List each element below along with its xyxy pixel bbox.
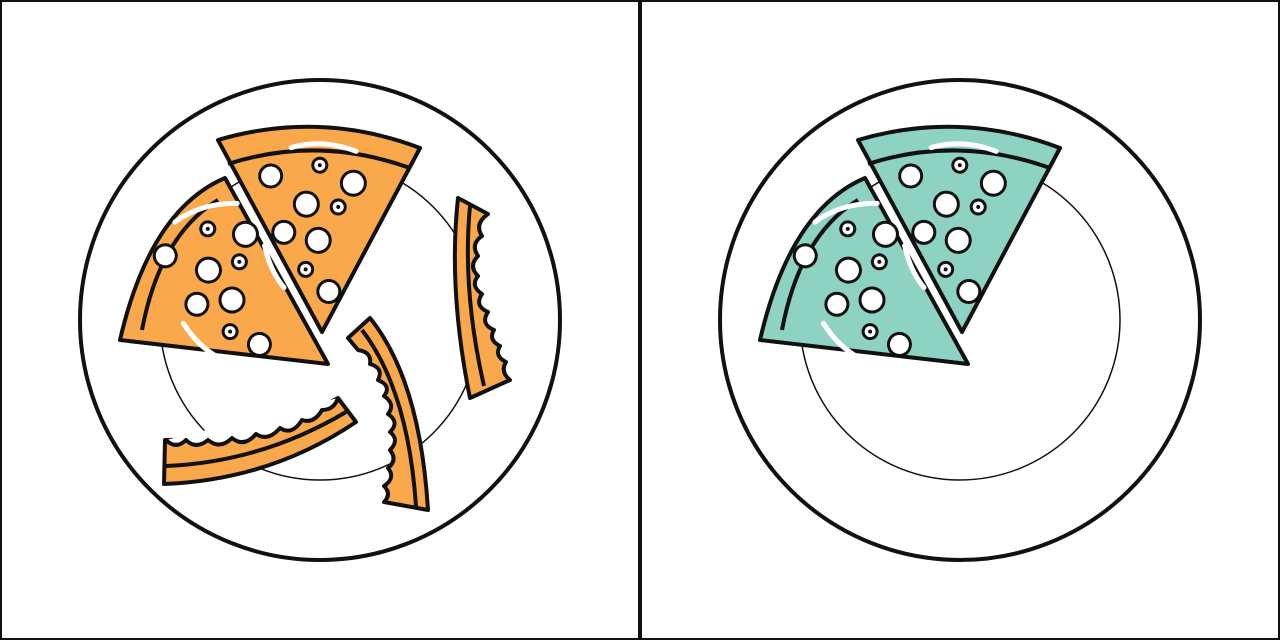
pizza-slice-icon (118, 176, 330, 376)
right-panel (718, 78, 1202, 562)
right-panel-frame (640, 0, 1280, 640)
pizza-slice-icon (216, 124, 422, 334)
left-panel (78, 78, 562, 562)
pizza-slice-icon (758, 176, 970, 376)
left-panel-frame (0, 0, 640, 640)
eaten-crust-icon (346, 316, 430, 512)
pizza-slice-icon (856, 124, 1062, 334)
eaten-crust-icon (162, 396, 358, 486)
eaten-crust-icon (452, 196, 512, 400)
